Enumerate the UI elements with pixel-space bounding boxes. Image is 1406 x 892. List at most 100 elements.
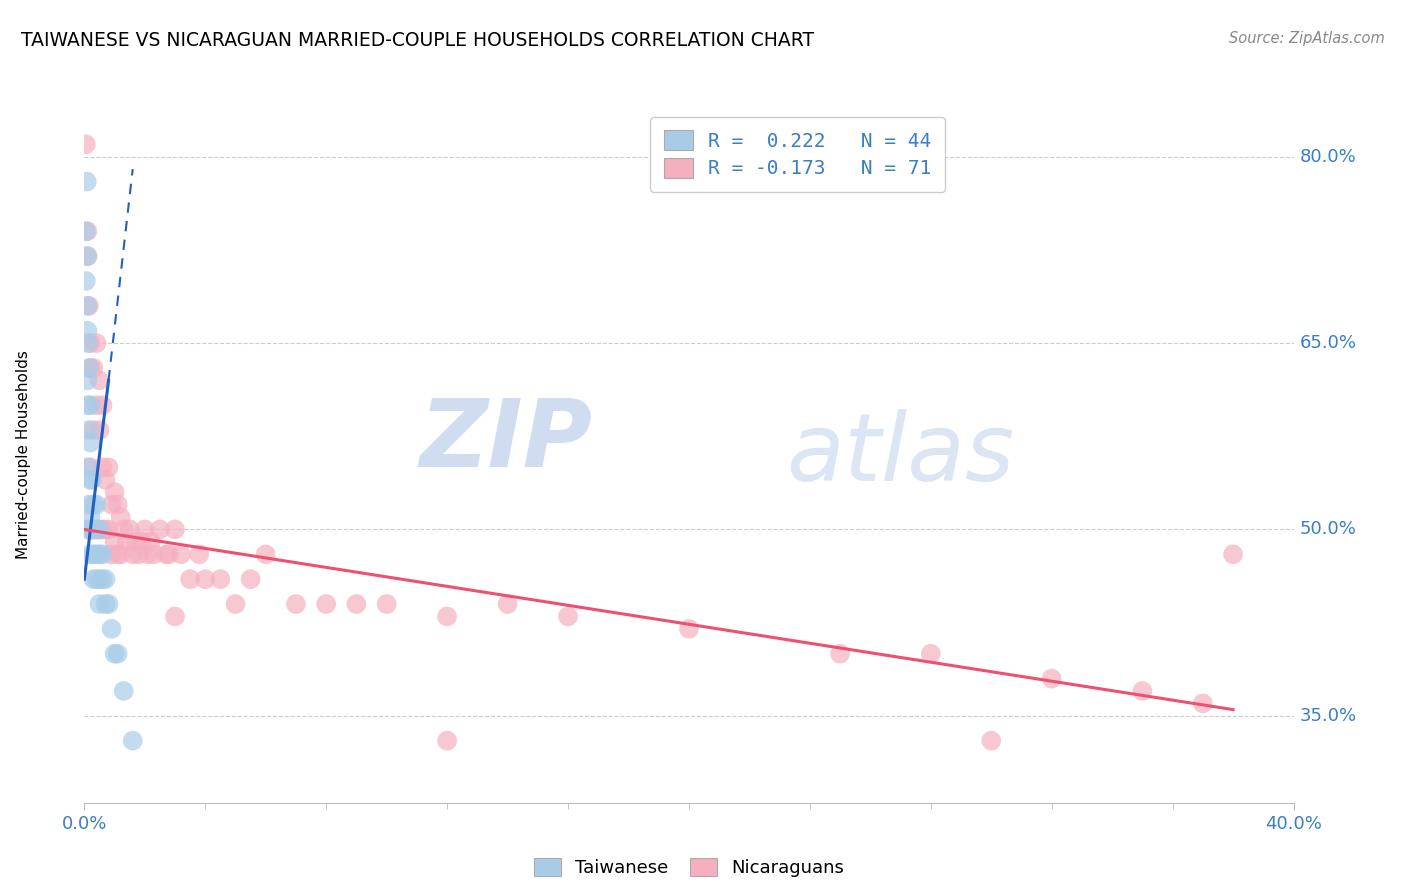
Point	[142, 547, 165, 561]
Point	[155, 547, 177, 561]
Point	[163, 523, 186, 537]
Point	[678, 622, 700, 636]
Point	[86, 498, 108, 512]
Point	[89, 597, 111, 611]
Point	[100, 498, 122, 512]
Point	[86, 523, 108, 537]
Point	[115, 534, 138, 549]
Point	[131, 534, 153, 549]
Point	[77, 336, 100, 351]
Text: 80.0%: 80.0%	[1299, 148, 1357, 166]
Point	[128, 547, 150, 561]
Point	[1191, 697, 1213, 711]
Point	[79, 473, 101, 487]
Point	[89, 423, 111, 437]
Point	[97, 460, 120, 475]
Point	[82, 498, 104, 512]
Text: ZIP: ZIP	[419, 395, 592, 487]
Point	[118, 523, 141, 537]
Point	[79, 360, 101, 375]
Legend: Taiwanese, Nicaraguans: Taiwanese, Nicaraguans	[526, 850, 852, 884]
Point	[76, 373, 98, 387]
Point	[1222, 547, 1244, 561]
Point	[94, 523, 117, 537]
Point	[112, 684, 135, 698]
Point	[79, 547, 101, 561]
Point	[134, 523, 156, 537]
Point	[104, 647, 127, 661]
Point	[86, 398, 108, 412]
Point	[157, 547, 180, 561]
Point	[284, 597, 308, 611]
Point	[107, 498, 129, 512]
Point	[125, 534, 148, 549]
Point	[82, 523, 104, 537]
Point	[920, 647, 942, 661]
Point	[79, 336, 101, 351]
Point	[75, 224, 97, 238]
Point	[82, 547, 104, 561]
Point	[94, 473, 117, 487]
Point	[76, 175, 98, 189]
Point	[100, 547, 122, 561]
Point	[107, 547, 129, 561]
Point	[225, 597, 247, 611]
Text: 35.0%: 35.0%	[1299, 706, 1357, 725]
Point	[91, 523, 114, 537]
Text: Married-couple Households: Married-couple Households	[17, 351, 31, 559]
Point	[436, 733, 458, 747]
Point	[436, 609, 458, 624]
Point	[75, 137, 97, 152]
Point	[830, 647, 852, 661]
Point	[1130, 684, 1153, 698]
Point	[79, 510, 101, 524]
Point	[121, 733, 143, 747]
Point	[89, 547, 111, 561]
Point	[76, 249, 98, 263]
Point	[139, 534, 162, 549]
Point	[179, 572, 201, 586]
Point	[149, 523, 172, 537]
Point	[194, 572, 217, 586]
Point	[100, 622, 122, 636]
Point	[82, 572, 104, 586]
Point	[107, 647, 129, 661]
Point	[76, 324, 98, 338]
Point	[79, 460, 101, 475]
Point	[112, 523, 135, 537]
Point	[82, 360, 104, 375]
Text: TAIWANESE VS NICARAGUAN MARRIED-COUPLE HOUSEHOLDS CORRELATION CHART: TAIWANESE VS NICARAGUAN MARRIED-COUPLE H…	[21, 31, 814, 50]
Point	[77, 423, 100, 437]
Point	[75, 274, 97, 288]
Point	[82, 523, 104, 537]
Point	[980, 733, 1002, 747]
Point	[77, 360, 100, 375]
Point	[346, 597, 368, 611]
Point	[496, 597, 519, 611]
Point	[91, 572, 114, 586]
Point	[76, 460, 98, 475]
Point	[77, 299, 100, 313]
Point	[89, 523, 111, 537]
Text: atlas: atlas	[786, 409, 1014, 500]
Point	[91, 547, 114, 561]
Point	[86, 547, 108, 561]
Point	[170, 547, 193, 561]
Point	[94, 572, 117, 586]
Point	[110, 547, 132, 561]
Point	[76, 249, 98, 263]
Point	[91, 460, 114, 475]
Point	[94, 597, 117, 611]
Point	[91, 398, 114, 412]
Point	[89, 523, 111, 537]
Point	[86, 572, 108, 586]
Point	[104, 485, 127, 500]
Point	[163, 609, 186, 624]
Point	[557, 609, 579, 624]
Point	[77, 398, 100, 412]
Point	[86, 523, 108, 537]
Point	[76, 523, 98, 537]
Point	[188, 547, 211, 561]
Point	[97, 597, 120, 611]
Point	[97, 523, 120, 537]
